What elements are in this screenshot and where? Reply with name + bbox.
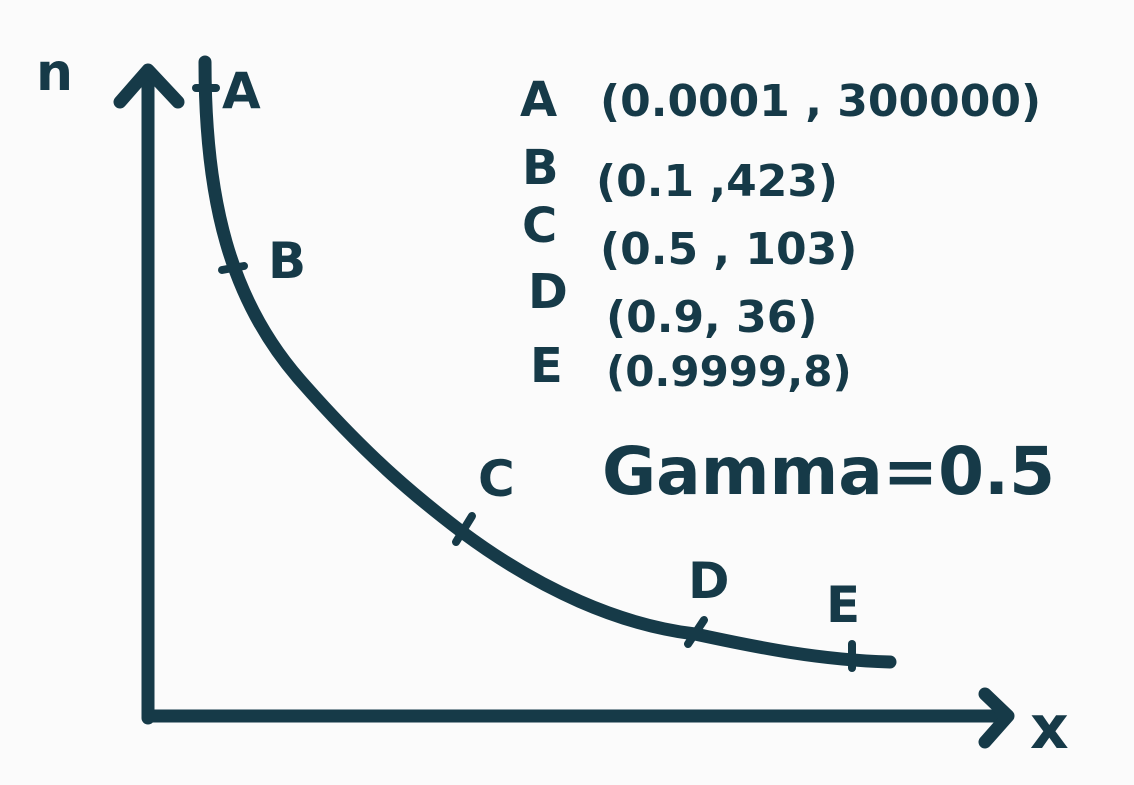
coord-value-c: (0.5 , 103)	[600, 224, 857, 275]
y-axis-label: n	[36, 43, 73, 103]
curve-label-b: B	[268, 232, 306, 290]
coord-label-d: D	[528, 264, 568, 320]
x-axis-label: x	[1030, 693, 1069, 763]
gamma-annotation: Gamma=0.5	[602, 433, 1055, 510]
coord-label-a: A	[520, 72, 557, 128]
curve-label-a: A	[222, 62, 261, 120]
axes	[113, 63, 1015, 749]
coord-value-e: (0.9999,8)	[606, 347, 852, 396]
coord-value-d: (0.9, 36)	[606, 292, 817, 343]
curve-label-d: D	[688, 552, 730, 610]
coord-label-e: E	[530, 338, 563, 394]
curve-label-c: C	[478, 450, 515, 508]
x-axis-arrow-icon	[978, 687, 1015, 749]
curve-point-labels: A B C D E	[222, 62, 860, 634]
tick-c	[452, 512, 476, 546]
tick-d	[684, 616, 708, 648]
coord-label-b: B	[522, 140, 559, 196]
curve-ticks	[192, 84, 856, 672]
y-axis-arrow-icon	[113, 63, 185, 109]
coord-value-b: (0.1 ,423)	[596, 156, 838, 207]
coordinate-list: A (0.0001 , 300000) B (0.1 ,423) C (0.5 …	[520, 72, 1041, 396]
coord-label-c: C	[522, 198, 557, 254]
tick-b	[218, 262, 248, 274]
coord-value-a: (0.0001 , 300000)	[600, 76, 1041, 127]
curve-label-e: E	[826, 576, 860, 634]
